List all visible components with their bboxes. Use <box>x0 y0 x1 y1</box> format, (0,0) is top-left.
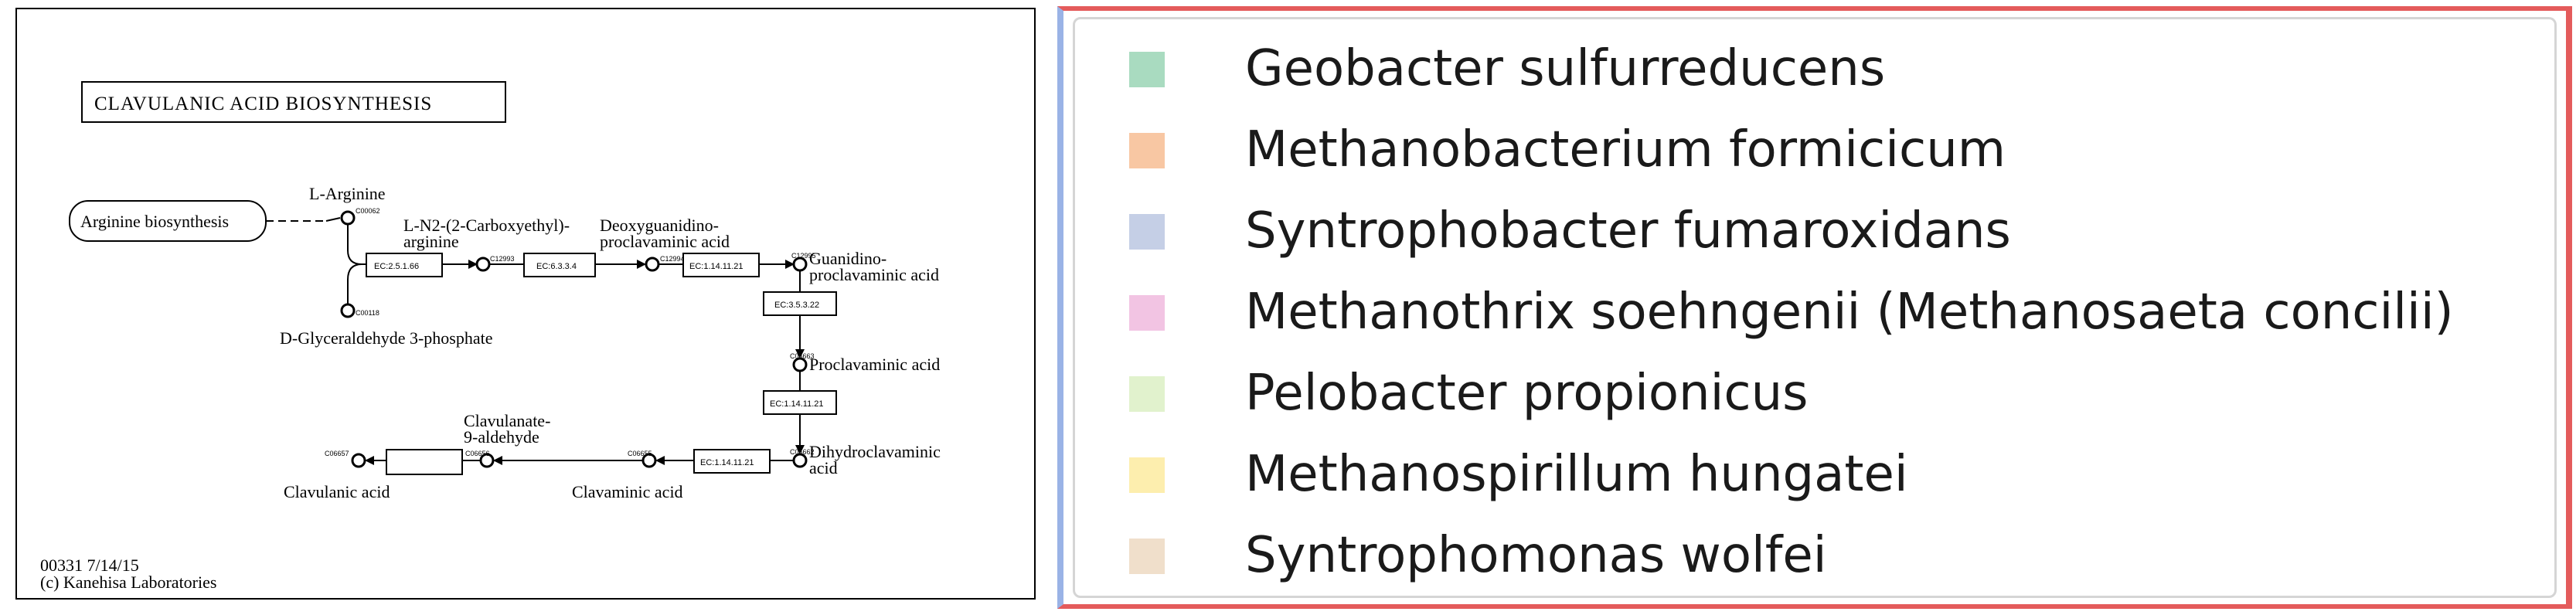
compound-label-carboxyethyl-2: arginine <box>403 232 459 251</box>
enzyme-label-ec4: EC:3.5.3.22 <box>774 301 819 310</box>
compound-label-clavulanic: Clavulanic acid <box>284 482 390 501</box>
compound-id-c8: C06655 <box>628 450 652 457</box>
compound-id-c1: C00062 <box>356 207 380 215</box>
edge-glyceraldehyde-to-ec1 <box>347 263 362 304</box>
legend-label: Syntrophomonas wolfei <box>1245 527 1827 584</box>
enzyme-box-ec1[interactable] <box>366 253 443 277</box>
legend-item: Methanospirillum hungatei <box>1075 434 2554 515</box>
legend-panel: Geobacter sulfurreducens Methanobacterium… <box>1057 6 2572 609</box>
compound-label-dihydro-2: acid <box>809 458 838 477</box>
compound-id-c2: C00118 <box>356 309 379 317</box>
compound-node-deoxyguanidinoproclavaminic[interactable] <box>645 257 660 272</box>
legend-box: Geobacter sulfurreducens Methanobacterium… <box>1073 17 2557 598</box>
compound-label-guanidino-2: proclavaminic acid <box>809 265 939 284</box>
compound-id-c10: C06657 <box>325 450 349 457</box>
enzyme-box-ec2[interactable] <box>523 253 596 277</box>
compound-id-c3: C12993 <box>490 255 515 263</box>
compound-node-glyceraldehyde[interactable] <box>340 303 356 318</box>
compound-node-clavulanic[interactable] <box>351 453 366 468</box>
compound-id-c6: C06663 <box>790 352 815 360</box>
compound-label-dihydro-1: Dihydroclavaminic <box>809 442 941 461</box>
legend-label: Pelobacter propionicus <box>1245 365 1809 422</box>
legend-item: Methanobacterium formicicum <box>1075 110 2554 191</box>
edge-arginine-to-ec1 <box>347 224 366 265</box>
enzyme-label-ec1: EC:2.5.1.66 <box>374 262 419 271</box>
legend-swatch <box>1129 52 1165 87</box>
compound-label-clavulanate-2: 9-aldehyde <box>464 427 539 447</box>
compound-id-c9: C06656 <box>465 450 490 457</box>
compound-node-carboxyethyl-arginine[interactable] <box>475 257 491 272</box>
legend-label: Methanothrix soehngenii (Methanosaeta co… <box>1245 284 2454 341</box>
legend-swatch <box>1129 457 1165 493</box>
pathway-diagram: CLAVULANIC ACID BIOSYNTHESIS Arginine bi… <box>40 81 941 592</box>
enzyme-label-ec3: EC:1.14.11.21 <box>689 262 744 271</box>
enzyme-box-ec4[interactable] <box>763 291 837 316</box>
compound-label-carboxyethyl-1: L-N2-(2-Carboxyethyl)- <box>403 216 570 235</box>
compound-label-deoxy-2: proclavaminic acid <box>600 232 730 251</box>
compound-label-deoxy-1: Deoxyguanidino- <box>600 216 719 235</box>
legend-label: Geobacter sulfurreducens <box>1245 40 1886 97</box>
compound-node-guanidinoproclavaminic[interactable] <box>792 257 808 272</box>
pathway-title-box <box>81 81 506 123</box>
legend-item: Syntrophobacter fumaroxidans <box>1075 191 2554 272</box>
compound-id-c7: C06662 <box>790 448 815 456</box>
compound-label-guanidino-1: Guanidino- <box>809 249 886 268</box>
footer-map-id: 00331 7/14/15 <box>40 556 139 575</box>
enzyme-box-ec6[interactable] <box>693 449 771 474</box>
compound-label-clavaminic: Clavaminic acid <box>572 482 683 501</box>
compound-node-l-arginine[interactable] <box>340 210 356 226</box>
compound-label-clavulanate-1: Clavulanate- <box>464 411 550 430</box>
pathway-title: CLAVULANIC ACID BIOSYNTHESIS <box>94 93 432 114</box>
enzyme-label-ec6: EC:1.14.11.21 <box>700 458 754 467</box>
legend-swatch <box>1129 295 1165 331</box>
compound-node-dihydroclavaminic[interactable] <box>792 453 808 468</box>
map-link-connector-head <box>325 217 341 222</box>
compound-id-c5: C12995 <box>791 252 816 260</box>
compound-label-glyceraldehyde: D-Glyceraldehyde 3-phosphate <box>280 328 493 348</box>
legend-item: Syntrophomonas wolfei <box>1075 515 2554 596</box>
compound-label-proclavaminic: Proclavaminic acid <box>809 355 940 374</box>
legend-item: Pelobacter propionicus <box>1075 353 2554 434</box>
footer-copyright: (c) Kanehisa Laboratories <box>40 573 216 592</box>
compound-node-proclavaminic[interactable] <box>792 357 808 372</box>
legend-label: Methanobacterium formicicum <box>1245 121 2006 178</box>
compound-id-c4: C12994 <box>660 255 685 263</box>
legend-swatch <box>1129 376 1165 412</box>
enzyme-box-ec5[interactable] <box>763 390 837 415</box>
legend-label: Syntrophobacter fumaroxidans <box>1245 202 2011 260</box>
legend-item: Geobacter sulfurreducens <box>1075 29 2554 110</box>
legend-swatch <box>1129 133 1165 168</box>
enzyme-label-ec2: EC:6.3.3.4 <box>536 262 577 271</box>
legend-swatch <box>1129 214 1165 250</box>
compound-label-l-arginine: L-Arginine <box>309 184 386 203</box>
legend-label: Methanospirillum hungatei <box>1245 446 1908 503</box>
enzyme-label-ec5: EC:1.14.11.21 <box>770 399 824 409</box>
legend-item: Methanothrix soehngenii (Methanosaeta co… <box>1075 272 2554 353</box>
pathway-map: CLAVULANIC ACID BIOSYNTHESIS Arginine bi… <box>15 8 1036 600</box>
enzyme-box-unlabeled[interactable] <box>386 449 463 475</box>
legend-swatch <box>1129 539 1165 574</box>
map-link-label: Arginine biosynthesis <box>80 212 229 231</box>
